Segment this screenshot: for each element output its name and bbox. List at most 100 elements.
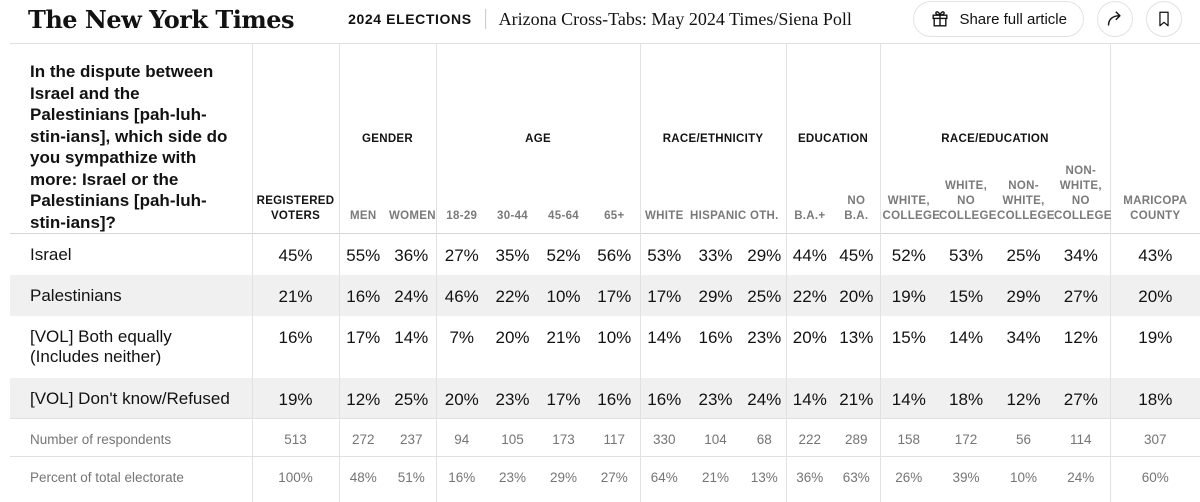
data-cell: 173 — [538, 418, 590, 457]
data-cell: 18% — [949, 389, 984, 409]
data-cell: 29% — [743, 233, 787, 275]
data-cell: 45% — [833, 233, 881, 275]
share-button[interactable] — [1097, 1, 1133, 37]
bookmark-button[interactable] — [1146, 1, 1182, 37]
table-row: Israel 45% 55% 36% 27% 35% 52% 56% 53% 33% 29% 44% 4… — [10, 233, 1200, 275]
data-cell: 272 — [338, 418, 387, 457]
group-header-row: In the dispute between Israel and the Pa… — [10, 43, 1200, 234]
data-cell: 35% — [487, 233, 539, 275]
data-cell: 330 — [639, 418, 689, 457]
kicker-link[interactable]: 2024 ELECTIONS — [348, 11, 472, 27]
data-cell: 12% — [338, 377, 387, 419]
data-cell: 56 — [995, 418, 1053, 457]
data-cell: 63% — [833, 456, 881, 502]
group-race-education: RACE/EDUCATION — [879, 43, 1111, 153]
share-full-article-button[interactable]: Share full article — [913, 1, 1084, 37]
col-header-65plus: 65+ — [604, 210, 625, 222]
group-gender: GENDER — [338, 43, 437, 153]
data-cell: 27% — [1063, 286, 1098, 306]
data-cell: 23% — [698, 389, 733, 409]
table-row: Percent of total electorate 100% 48% 51% 16%… — [10, 456, 1200, 502]
data-cell: 22% — [785, 274, 834, 316]
data-cell: 16% — [435, 456, 488, 502]
row-label: Number of respondents — [10, 418, 252, 457]
data-cell: 16% — [698, 327, 733, 347]
data-cell: 13% — [743, 456, 787, 502]
table-header: In the dispute between Israel and the Pa… — [10, 43, 1200, 234]
kicker-divider — [484, 9, 486, 29]
row-label: Palestinians — [30, 285, 122, 305]
data-cell: 158 — [879, 418, 938, 457]
data-cell: 27% — [589, 456, 641, 502]
data-cell: 68 — [743, 418, 787, 457]
data-cell: 513 — [251, 418, 339, 457]
data-cell: 45% — [251, 233, 339, 275]
table-row: [VOL] Don't know/Refused 19% 12% 25% 20% 23% 1… — [10, 377, 1200, 419]
data-cell: 53% — [937, 233, 996, 275]
data-cell: 117 — [589, 418, 641, 457]
data-cell: 36% — [785, 456, 834, 502]
crosstab-table: In the dispute between Israel and the Pa… — [10, 43, 1200, 502]
col-header-white: WHITE — [639, 152, 689, 234]
data-cell: 14% — [639, 315, 689, 378]
data-cell: 16% — [597, 389, 632, 409]
gift-icon — [930, 9, 950, 29]
data-cell: 21% — [546, 327, 581, 347]
data-cell: 12% — [1006, 389, 1041, 409]
group-age: AGE — [435, 43, 641, 153]
data-cell: 27% — [1063, 389, 1098, 409]
data-cell: 222 — [785, 418, 834, 457]
data-cell: 14% — [879, 377, 938, 419]
share-arrow-icon — [1105, 9, 1125, 29]
col-header-45-64: 45-64 — [548, 210, 579, 222]
nyt-logo[interactable]: The New York Times — [28, 5, 295, 34]
data-cell: 12% — [1063, 327, 1098, 347]
data-cell: 16% — [639, 377, 689, 419]
row-label: Israel — [10, 233, 252, 275]
data-cell: 21% — [688, 456, 744, 502]
data-cell: 15% — [949, 286, 984, 306]
breadcrumb: 2024 ELECTIONS Arizona Cross-Tabs: May 2… — [348, 0, 852, 38]
data-cell: 39% — [937, 456, 996, 502]
data-cell: 7% — [435, 315, 488, 378]
top-header-bar: The New York Times 2024 ELECTIONS Arizon… — [0, 0, 1200, 38]
row-label: Percent of total electorate — [10, 456, 252, 502]
col-header-men: MEN — [338, 152, 387, 234]
table-body: Israel 45% 55% 36% 27% 35% 52% 56% 53% 33% 29% 44% 4… — [10, 233, 1200, 502]
data-cell: 17% — [639, 274, 689, 316]
col-header-maricopa-county: MARICOPA COUNTY — [1109, 43, 1200, 234]
data-cell: 19% — [251, 377, 339, 419]
data-cell: 48% — [338, 456, 387, 502]
data-cell: 56% — [589, 233, 641, 275]
header-actions: Share full article — [913, 1, 1182, 37]
table-row: Palestinians 21% 16% 24% 46% 22% 10% 17% 17% 29% 2… — [10, 274, 1200, 316]
data-cell: 29% — [1006, 286, 1041, 306]
data-cell: 24% — [394, 286, 429, 306]
data-cell: 29% — [698, 286, 733, 306]
data-cell: 16% — [338, 274, 387, 316]
data-cell: 29% — [538, 456, 590, 502]
data-cell: 24% — [1052, 456, 1111, 502]
question-cell: In the dispute between Israel and the Pa… — [30, 62, 228, 232]
data-cell: 104 — [688, 418, 744, 457]
data-cell: 20% — [435, 377, 488, 419]
data-cell: 14% — [785, 377, 834, 419]
data-cell: 44% — [785, 233, 834, 275]
data-cell: 22% — [495, 286, 530, 306]
data-cell: 27% — [435, 233, 488, 275]
data-cell: 17% — [546, 389, 581, 409]
data-cell: 21% — [251, 274, 339, 316]
crosstab-table-wrap: In the dispute between Israel and the Pa… — [10, 43, 1200, 502]
table-row: Number of respondents 513 272 237 94 105 173 11… — [10, 418, 1200, 457]
data-cell: 53% — [639, 233, 689, 275]
col-header-white-no-college: WHITE, NO COLLEGE — [939, 180, 997, 222]
data-cell: 20% — [785, 315, 834, 378]
data-cell: 23% — [495, 389, 530, 409]
col-header-hispanic: HISPANIC — [690, 210, 747, 222]
bookmark-icon — [1155, 10, 1173, 28]
data-cell: 36% — [387, 233, 437, 275]
data-cell: 43% — [1109, 233, 1200, 275]
data-cell: 25% — [995, 233, 1053, 275]
data-cell: 26% — [879, 456, 938, 502]
data-cell: 10% — [546, 286, 581, 306]
